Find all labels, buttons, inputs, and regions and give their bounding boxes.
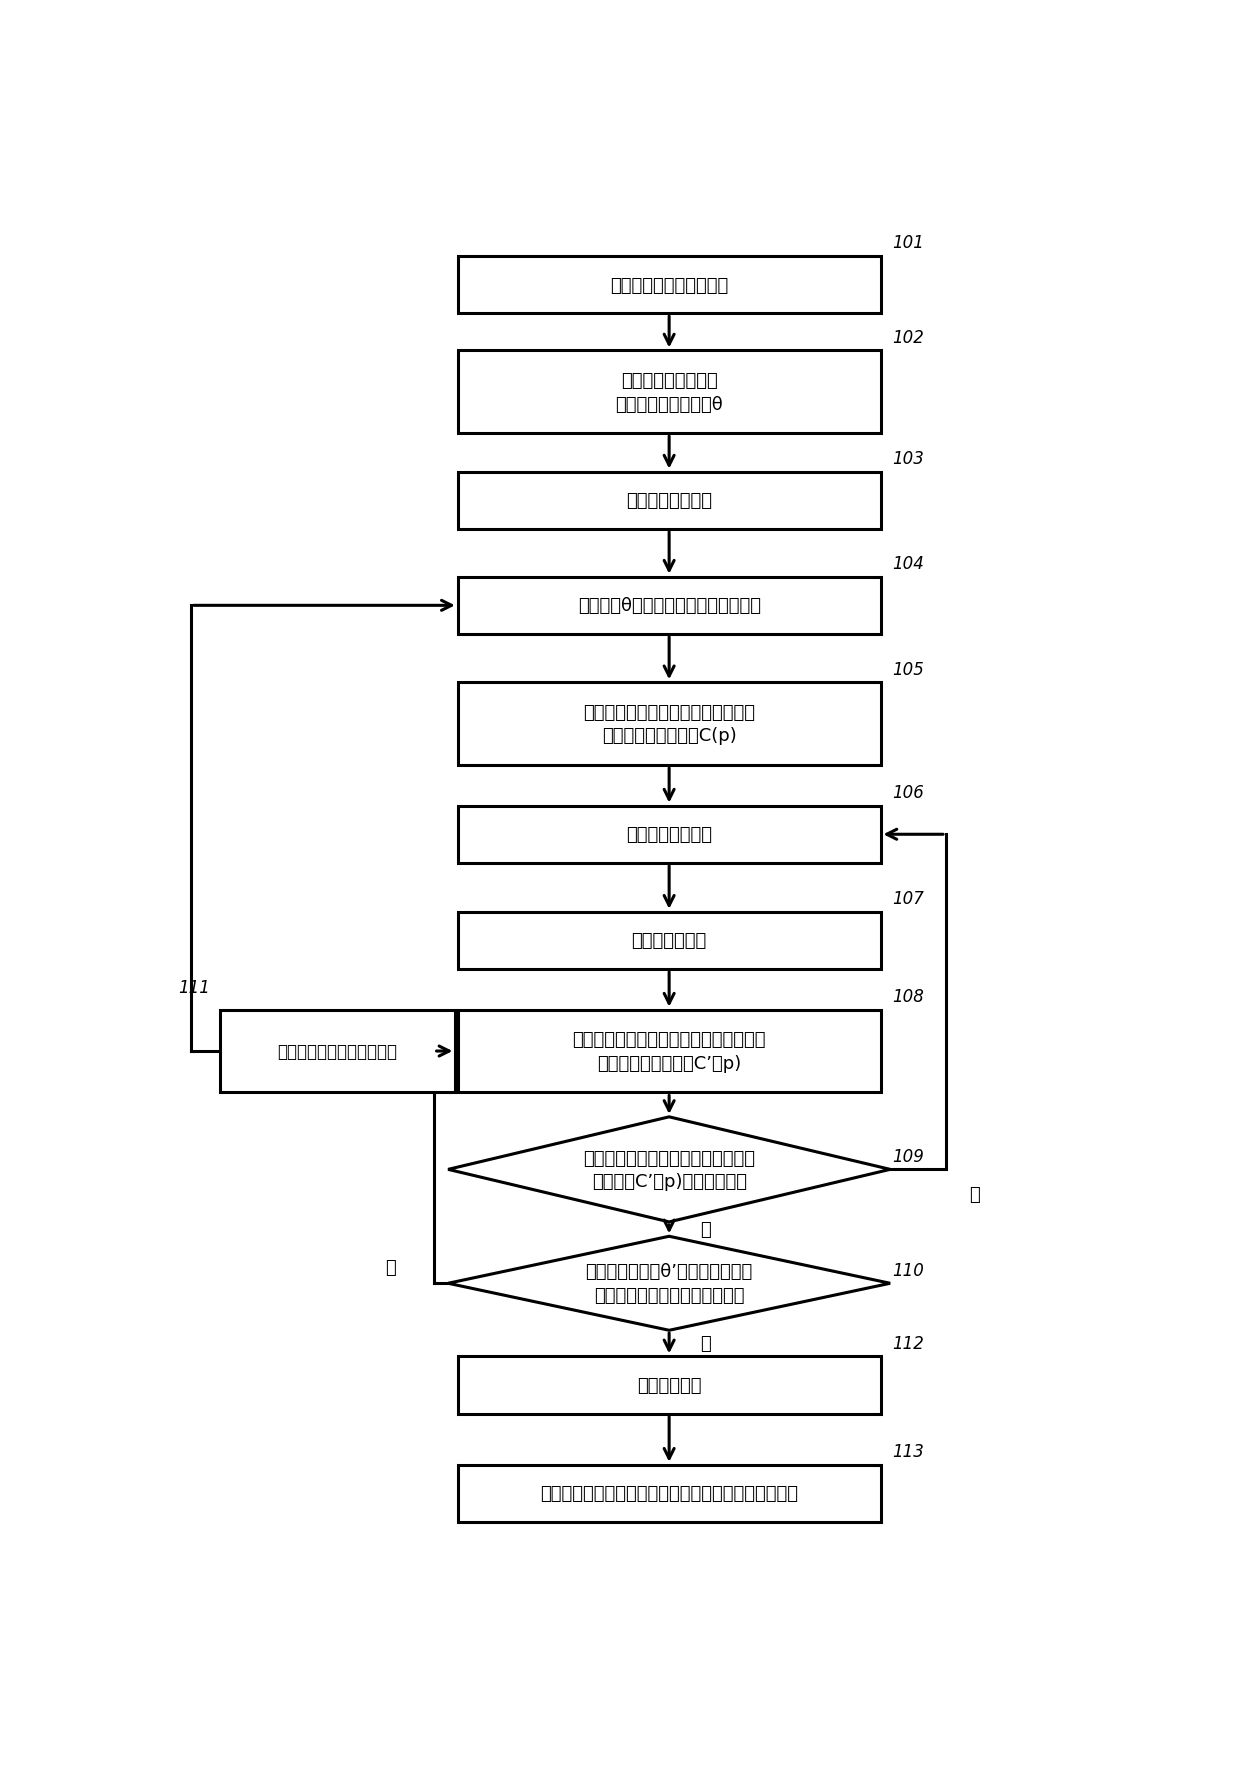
Text: 109: 109 xyxy=(892,1148,924,1166)
Polygon shape xyxy=(448,1237,890,1330)
Text: 105: 105 xyxy=(892,660,924,678)
Text: 108: 108 xyxy=(892,988,924,1006)
Text: 是: 是 xyxy=(970,1185,980,1203)
Bar xyxy=(458,472,880,530)
Bar xyxy=(458,1356,880,1413)
Text: 获取参考区域与变形区域: 获取参考区域与变形区域 xyxy=(610,276,728,294)
Text: 104: 104 xyxy=(892,555,924,573)
Bar xyxy=(458,577,880,635)
Bar xyxy=(458,1009,880,1093)
Text: 二次更新所述变形区域参数: 二次更新所述变形区域参数 xyxy=(278,1043,398,1061)
Text: 102: 102 xyxy=(892,329,924,347)
Text: 101: 101 xyxy=(892,235,924,253)
Text: 110: 110 xyxy=(892,1262,924,1280)
Polygon shape xyxy=(448,1118,890,1223)
Text: 是否将所述旋转θ’角度后变形区域
中所有像素点作为变形区基准点: 是否将所述旋转θ’角度后变形区域 中所有像素点作为变形区基准点 xyxy=(585,1262,753,1305)
Bar xyxy=(458,1465,880,1522)
Text: 107: 107 xyxy=(892,890,924,908)
Text: 计算三维坐标: 计算三维坐标 xyxy=(637,1376,702,1394)
Text: 生成变形区域参数: 生成变形区域参数 xyxy=(626,491,712,511)
Text: 112: 112 xyxy=(892,1333,924,1353)
Text: 计算参考区域与二次更新后的变形区域的
像素点匹配相关系数C’（p): 计算参考区域与二次更新后的变形区域的 像素点匹配相关系数C’（p) xyxy=(573,1031,766,1072)
Text: 103: 103 xyxy=(892,450,924,468)
Text: 更新变形区域参数: 更新变形区域参数 xyxy=(626,826,712,844)
Text: 更新旋转θ角度后变形区域像素点坐标: 更新旋转θ角度后变形区域像素点坐标 xyxy=(578,596,760,614)
Text: 否: 否 xyxy=(701,1221,711,1239)
Bar xyxy=(458,911,880,970)
Bar xyxy=(458,256,880,315)
Text: 否: 否 xyxy=(386,1258,396,1276)
Text: 计算变形区域相对于
参考区域的旋转角度θ: 计算变形区域相对于 参考区域的旋转角度θ xyxy=(615,372,723,413)
Text: 113: 113 xyxy=(892,1442,924,1460)
Text: 111: 111 xyxy=(179,979,211,997)
Text: 更新像素点坐标: 更新像素点坐标 xyxy=(631,933,707,951)
Bar xyxy=(458,806,880,863)
Text: 计算参考区域与更新后的变形区域的
像素点匹配相关系数C(p): 计算参考区域与更新后的变形区域的 像素点匹配相关系数C(p) xyxy=(583,703,755,746)
Bar xyxy=(219,1009,455,1093)
Text: 计算变形后的叶片的应变，判断和定位叶片的结构故障: 计算变形后的叶片的应变，判断和定位叶片的结构故障 xyxy=(541,1485,799,1502)
Bar xyxy=(458,684,880,765)
Text: 是: 是 xyxy=(701,1335,711,1353)
Bar xyxy=(458,351,880,434)
Text: 二次更新后的变形区域的像素点匹配
相关系数C’（p)小于预设阈値: 二次更新后的变形区域的像素点匹配 相关系数C’（p)小于预设阈値 xyxy=(583,1148,755,1191)
Text: 106: 106 xyxy=(892,783,924,801)
